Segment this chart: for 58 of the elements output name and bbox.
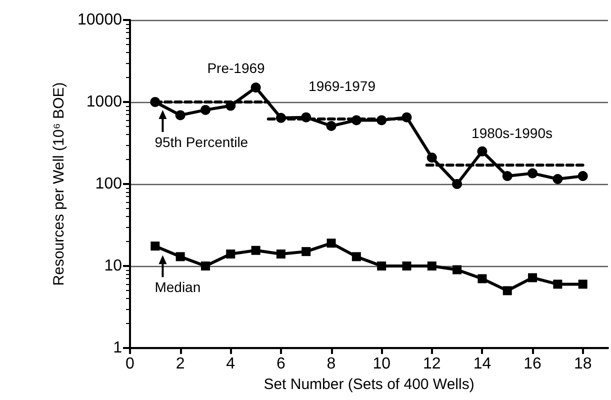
- x-tick-label: 16: [524, 356, 542, 372]
- annotation: 1980s-1990s: [472, 125, 552, 141]
- x-tick-label: 10: [372, 356, 391, 372]
- y-tick-label: 1000: [86, 94, 122, 110]
- x-tick-label: 6: [276, 356, 286, 372]
- annotation: 1969-1979: [308, 78, 376, 94]
- point: [452, 265, 462, 274]
- x-tick-label: 8: [326, 356, 336, 372]
- point: [452, 179, 462, 189]
- point: [402, 262, 412, 270]
- point: [150, 242, 160, 251]
- y-axis-title: Resources per Well (10⁶ BOE): [50, 82, 68, 286]
- point: [477, 146, 488, 156]
- point: [578, 171, 588, 182]
- point: [528, 168, 538, 178]
- point: [250, 82, 261, 93]
- x-tick-label: 18: [574, 356, 592, 372]
- x-tick-label: 12: [422, 356, 441, 372]
- annotation: Median: [154, 279, 201, 296]
- point: [351, 115, 362, 126]
- point: [402, 112, 412, 122]
- point: [552, 174, 563, 184]
- point: [226, 100, 236, 111]
- point: [528, 273, 538, 282]
- y-tick-label: 10000: [78, 12, 122, 28]
- point: [326, 120, 336, 131]
- point: [200, 262, 210, 270]
- point: [376, 115, 387, 126]
- point: [302, 247, 311, 256]
- point: [175, 110, 186, 120]
- point: [251, 246, 260, 255]
- point: [276, 250, 286, 259]
- y-tick-label: 10: [104, 258, 122, 274]
- annotation: Pre-1969: [207, 60, 266, 76]
- y-tick-label: 1: [113, 340, 122, 356]
- point: [578, 280, 588, 289]
- x-axis-title: Set Number (Sets of 400 Wells): [264, 376, 474, 393]
- x-tick-label: 14: [473, 356, 492, 372]
- point: [226, 250, 236, 259]
- point: [553, 280, 562, 289]
- x-tick-label: 4: [226, 356, 236, 372]
- point: [352, 252, 361, 262]
- point: [150, 97, 160, 107]
- point: [502, 286, 512, 296]
- annotation: 95th Percentile: [154, 134, 248, 150]
- point: [427, 262, 436, 270]
- point: [377, 262, 386, 270]
- point: [326, 238, 336, 248]
- point: [176, 252, 185, 262]
- point: [502, 171, 512, 182]
- point: [200, 104, 210, 115]
- x-tick-label: 2: [176, 356, 185, 372]
- point: [478, 274, 487, 284]
- point: [301, 112, 312, 122]
- point: [426, 152, 437, 163]
- y-tick-label: 100: [95, 176, 122, 192]
- x-tick-label: 0: [126, 356, 135, 372]
- point: [276, 112, 286, 123]
